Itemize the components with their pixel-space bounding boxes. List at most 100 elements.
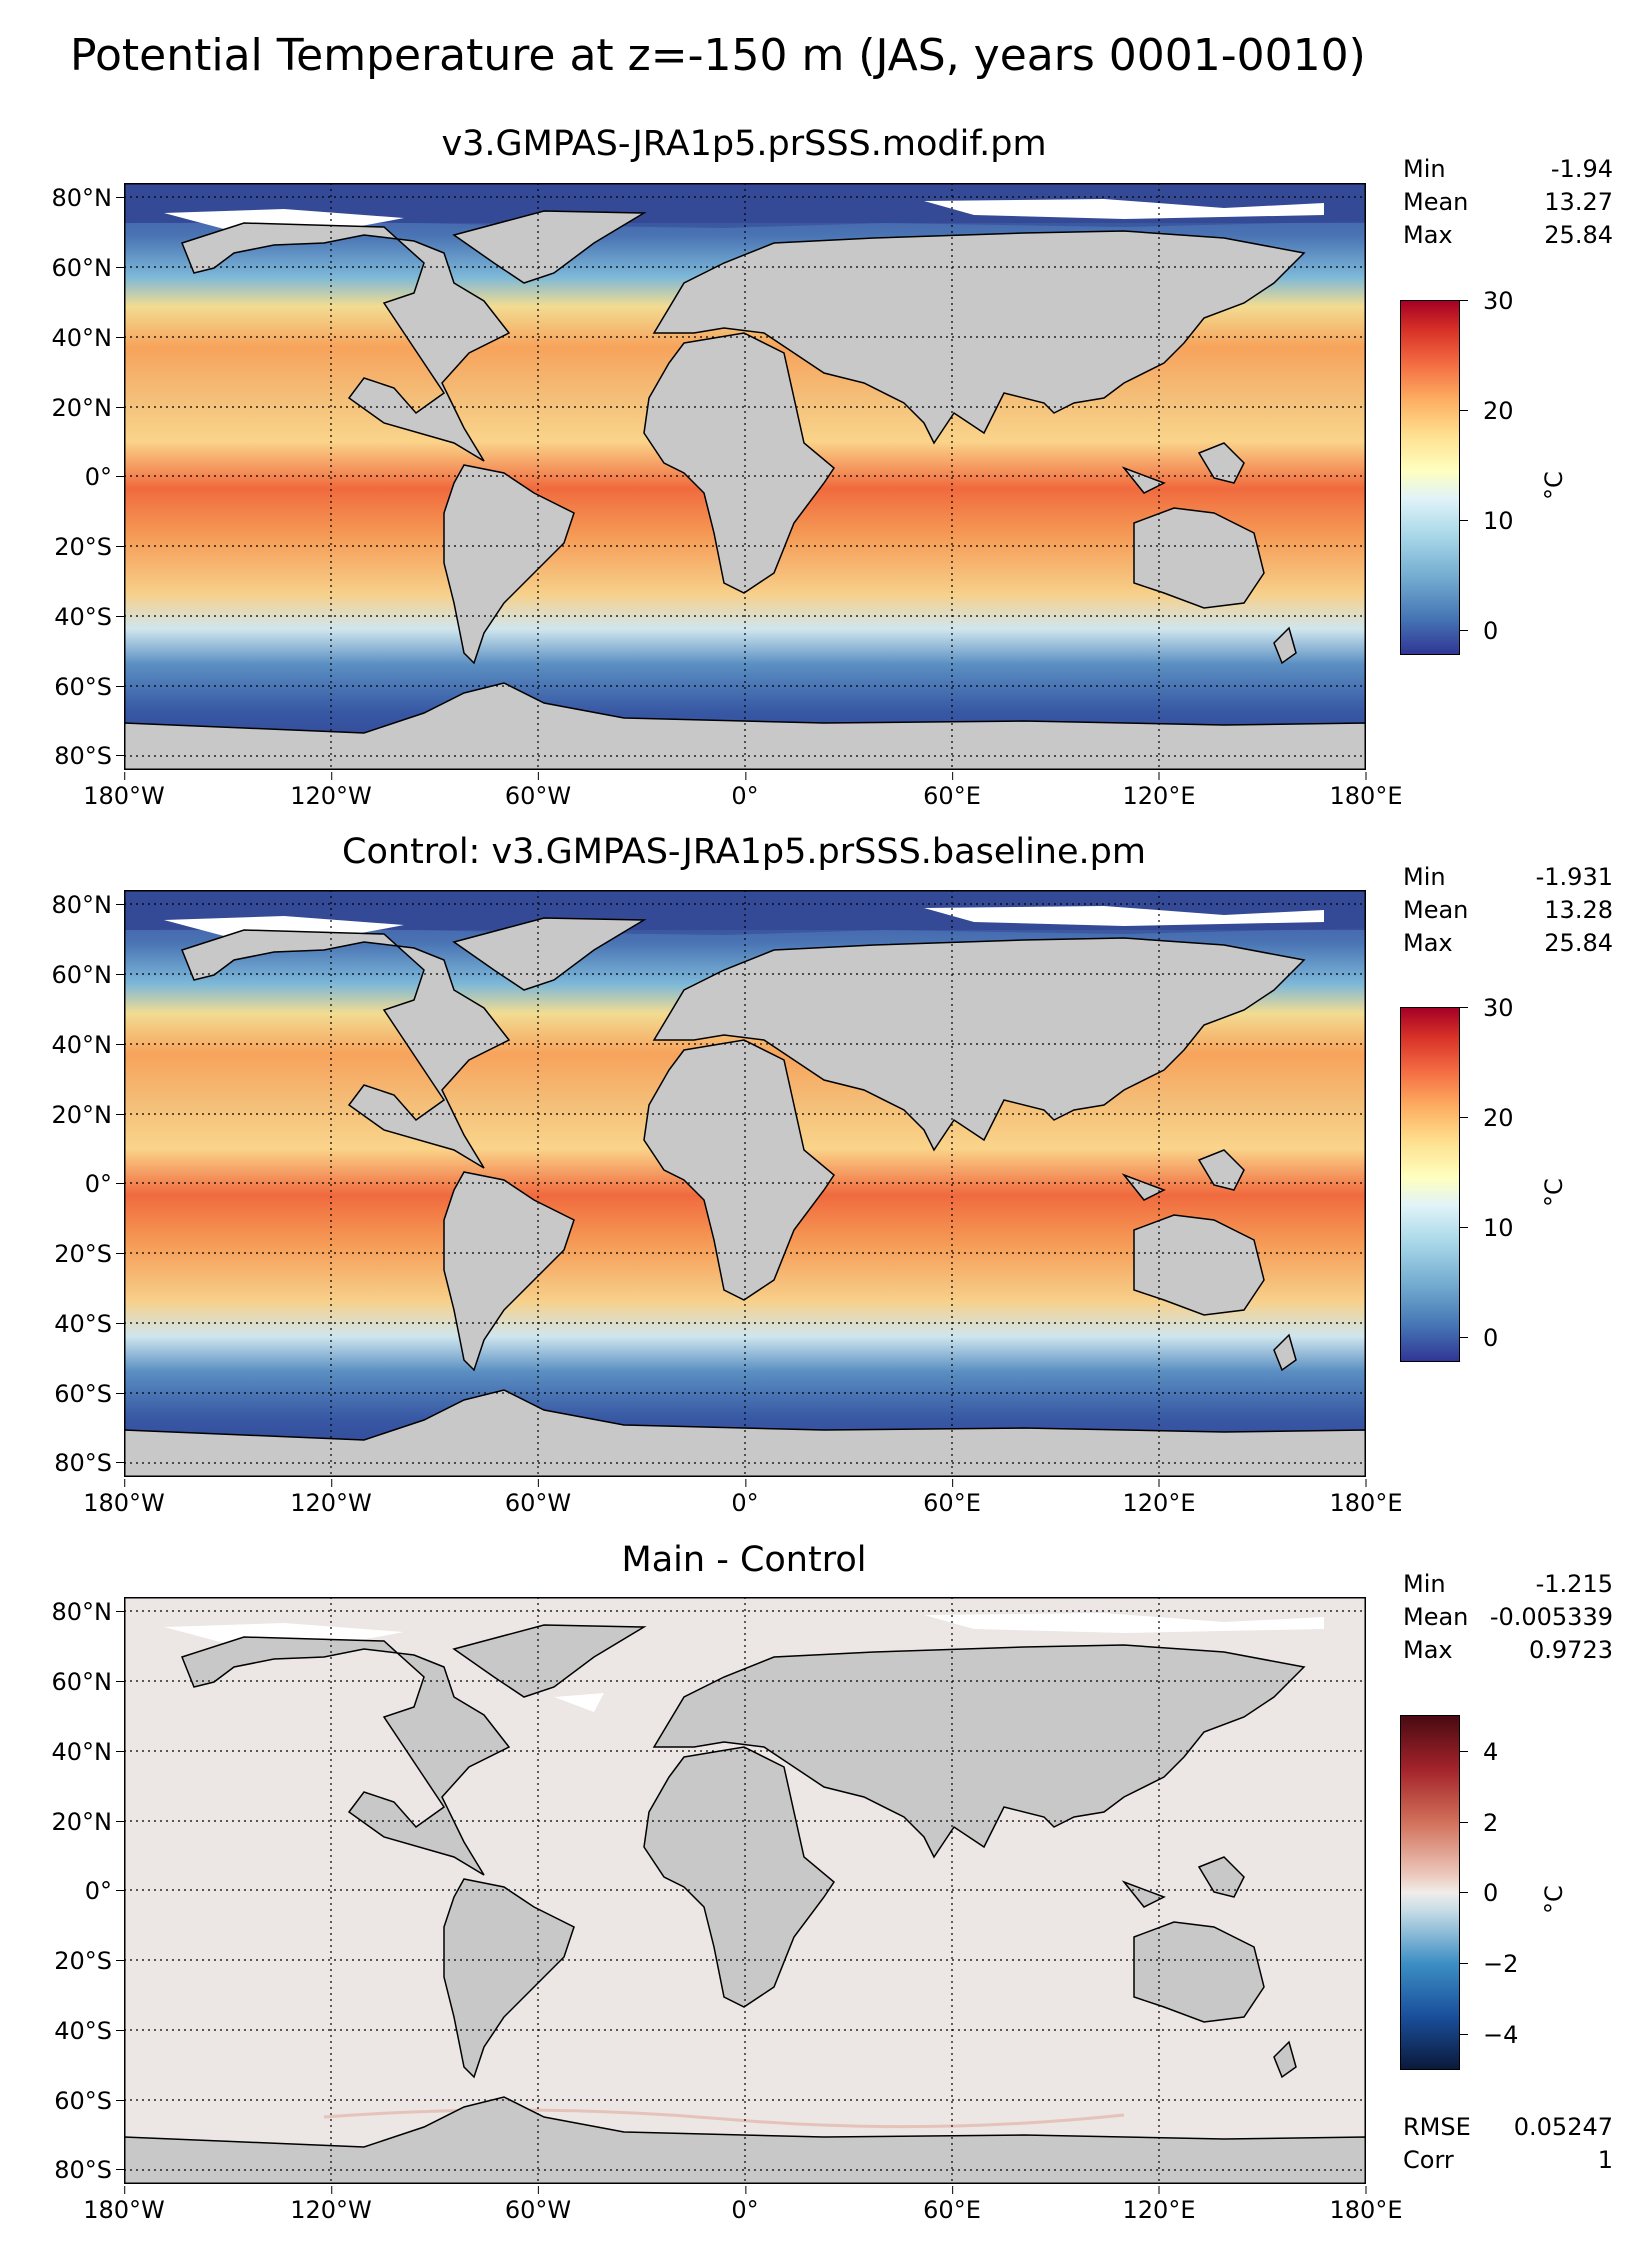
lat-tick: 60°N <box>51 961 124 989</box>
lat-tick: 40°N <box>51 324 124 352</box>
panel-3-metrics: RMSE 0.05247 Corr 1 <box>1403 2111 1613 2177</box>
map-frame <box>124 183 1366 770</box>
max-value: 25.84 <box>1544 221 1613 249</box>
map-frame <box>124 890 1366 1477</box>
lat-tick: 40°S <box>54 2017 124 2045</box>
max-label: Max <box>1403 929 1453 957</box>
lon-tick: 120°W <box>290 2186 372 2224</box>
lat-tick: 20°S <box>54 1947 124 1975</box>
lat-tick: 20°S <box>54 533 124 561</box>
rmse-label: RMSE <box>1403 2113 1471 2141</box>
lat-tick: 80°N <box>51 1598 124 1626</box>
min-label: Min <box>1403 1570 1446 1598</box>
lon-tick: 60°W <box>504 2186 572 2224</box>
lon-tick: 120°E <box>1122 772 1196 810</box>
difference-anomaly <box>323 2108 1125 2129</box>
lon-tick: 0° <box>731 772 759 810</box>
lat-tick: 40°N <box>51 1738 124 1766</box>
max-value: 0.9723 <box>1529 1636 1613 1664</box>
colorbar-tick: 4 <box>1459 1738 1499 1766</box>
max-label: Max <box>1403 1636 1453 1664</box>
lon-tick: 120°E <box>1122 2186 1196 2224</box>
colorbar-tick: 2 <box>1459 1809 1499 1837</box>
corr-value: 1 <box>1597 2146 1613 2174</box>
lon-tick: 120°E <box>1122 1479 1196 1517</box>
figure-title: Potential Temperature at z=-150 m (JAS, … <box>70 30 1366 81</box>
lon-tick: 120°W <box>290 1479 372 1517</box>
min-value: -1.215 <box>1535 1570 1613 1598</box>
lat-tick: 60°N <box>51 1668 124 1696</box>
panel-2-map <box>124 890 1366 1477</box>
masked-area <box>164 1613 1324 1772</box>
lat-tick: 80°S <box>54 742 124 770</box>
lon-tick: 180°E <box>1329 772 1403 810</box>
lon-tick: 0° <box>731 1479 759 1517</box>
lon-tick: 60°W <box>504 1479 572 1517</box>
lat-tick: 60°N <box>51 254 124 282</box>
colorbar-tick: 30 <box>1460 994 1514 1022</box>
lat-tick: 0° <box>84 1170 125 1198</box>
min-value: -1.94 <box>1550 155 1613 183</box>
panel-1-map <box>124 183 1366 770</box>
rmse-value: 0.05247 <box>1513 2113 1613 2141</box>
lon-tick: 120°W <box>290 772 372 810</box>
panel-3-colorbar <box>1400 1715 1460 2070</box>
lat-tick: 60°S <box>54 1380 124 1408</box>
min-value: -1.931 <box>1535 863 1613 891</box>
lat-tick: 80°S <box>54 2156 124 2184</box>
colorbar-unit: °C <box>1540 471 1568 500</box>
colorbar-tick: 0 <box>1459 1879 1499 1907</box>
corr-label: Corr <box>1403 2146 1454 2174</box>
lat-tick: 20°N <box>51 394 124 422</box>
lat-tick: 40°N <box>51 1031 124 1059</box>
lon-tick: 180°E <box>1329 1479 1403 1517</box>
min-label: Min <box>1403 863 1446 891</box>
min-label: Min <box>1403 155 1446 183</box>
lat-tick: 20°S <box>54 1240 124 1268</box>
panel-3-title: Main - Control <box>621 1540 867 1580</box>
panel-1-stats: Min -1.94 Mean 13.27 Max 25.84 <box>1403 153 1613 252</box>
panel-2-stats: Min -1.931 Mean 13.28 Max 25.84 <box>1403 861 1613 960</box>
lat-tick: 0° <box>84 463 125 491</box>
colorbar-tick: 20 <box>1460 1104 1514 1132</box>
max-value: 25.84 <box>1544 929 1613 957</box>
lon-tick: 60°E <box>923 2186 981 2224</box>
colorbar-tick: 10 <box>1460 507 1514 535</box>
lat-tick: 20°N <box>51 1808 124 1836</box>
colorbar-unit: °C <box>1540 1178 1568 1207</box>
mean-label: Mean <box>1403 1603 1469 1631</box>
sea-ice <box>164 906 1324 940</box>
colorbar-tick: 10 <box>1460 1214 1514 1242</box>
panel-1-colorbar <box>1400 300 1460 655</box>
panel-3-stats: Min -1.215 Mean -0.005339 Max 0.9723 <box>1403 1568 1613 1667</box>
lat-tick: 80°N <box>51 891 124 919</box>
panel-2-colorbar <box>1400 1007 1460 1362</box>
lon-tick: 60°E <box>923 1479 981 1517</box>
colorbar-tick: 30 <box>1460 287 1514 315</box>
lon-tick: 60°E <box>923 772 981 810</box>
lon-tick: 60°W <box>504 772 572 810</box>
colorbar-tick: 0 <box>1459 617 1499 645</box>
colorbar-unit: °C <box>1540 1885 1568 1914</box>
lat-tick: 40°S <box>54 603 124 631</box>
lat-tick: 60°S <box>54 2087 124 2115</box>
lat-tick: 40°S <box>54 1310 124 1338</box>
sea-ice <box>164 199 1324 233</box>
panel-2-title: Control: v3.GMPAS-JRA1p5.prSSS.baseline.… <box>342 832 1146 872</box>
panel-1-title: v3.GMPAS-JRA1p5.prSSS.modif.pm <box>441 124 1047 164</box>
colorbar-tick: 20 <box>1460 397 1514 425</box>
lon-tick: 180°E <box>1329 2186 1403 2224</box>
lon-tick: 180°W <box>83 1479 165 1517</box>
panel-3-map <box>124 1597 1366 2184</box>
colorbar-tick: 0 <box>1459 1324 1499 1352</box>
max-label: Max <box>1403 221 1453 249</box>
mean-label: Mean <box>1403 896 1469 924</box>
lat-tick: 80°N <box>51 184 124 212</box>
lat-tick: 60°S <box>54 673 124 701</box>
lon-tick: 0° <box>731 2186 759 2224</box>
lat-tick: 20°N <box>51 1101 124 1129</box>
lat-tick: 80°S <box>54 1449 124 1477</box>
map-frame <box>124 1597 1366 2184</box>
mean-label: Mean <box>1403 188 1469 216</box>
colorbar-tick: −2 <box>1459 1950 1519 1978</box>
